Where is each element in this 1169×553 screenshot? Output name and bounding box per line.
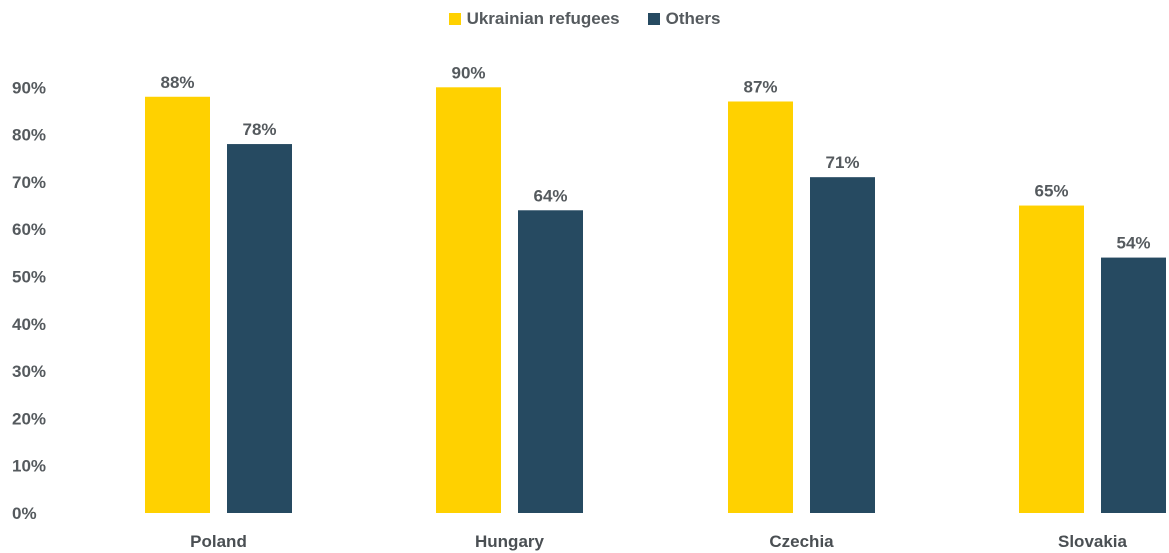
data-label: 87% [743,77,777,96]
category-label-czechia: Czechia [769,532,834,551]
bar-czechia-ukrainian-refugees [728,101,793,514]
data-label: 71% [825,153,859,172]
bar-hungary-others [518,210,583,513]
legend-swatch-ukrainian-refugees [448,13,461,25]
bar-hungary-ukrainian-refugees [436,87,501,514]
y-tick-label: 10% [12,457,46,476]
y-tick-label: 0% [12,504,37,523]
data-label: 54% [1116,234,1150,253]
bar-slovakia-ukrainian-refugees [1019,205,1084,514]
data-label: 65% [1034,182,1068,201]
y-tick-label: 80% [12,126,46,145]
category-label-slovakia: Slovakia [1058,532,1128,551]
y-tick-label: 70% [12,173,46,192]
legend-item-others: Others [647,9,721,29]
y-tick-label: 50% [12,268,46,287]
y-tick-label: 90% [12,78,46,97]
data-label: 78% [242,120,276,139]
bar-poland-others [227,144,292,513]
y-tick-label: 20% [12,409,46,428]
category-label-poland: Poland [190,532,247,551]
bar-slovakia-others [1101,257,1166,513]
data-label: 88% [160,73,194,92]
legend-label-others: Others [665,9,721,28]
legend-swatch-others [647,13,660,25]
data-label: 90% [451,63,485,82]
y-tick-label: 30% [12,362,46,381]
data-label: 64% [533,186,567,205]
bar-czechia-others [810,177,875,514]
bar-poland-ukrainian-refugees [145,96,210,513]
chart-legend: Ukrainian refugees Others [0,8,1169,30]
category-label-hungary: Hungary [475,532,545,551]
y-tick-label: 40% [12,315,46,334]
legend-label-ukrainian-refugees: Ukrainian refugees [466,9,620,28]
legend-item-ukrainian-refugees: Ukrainian refugees [448,9,620,29]
y-tick-label: 60% [12,220,46,239]
